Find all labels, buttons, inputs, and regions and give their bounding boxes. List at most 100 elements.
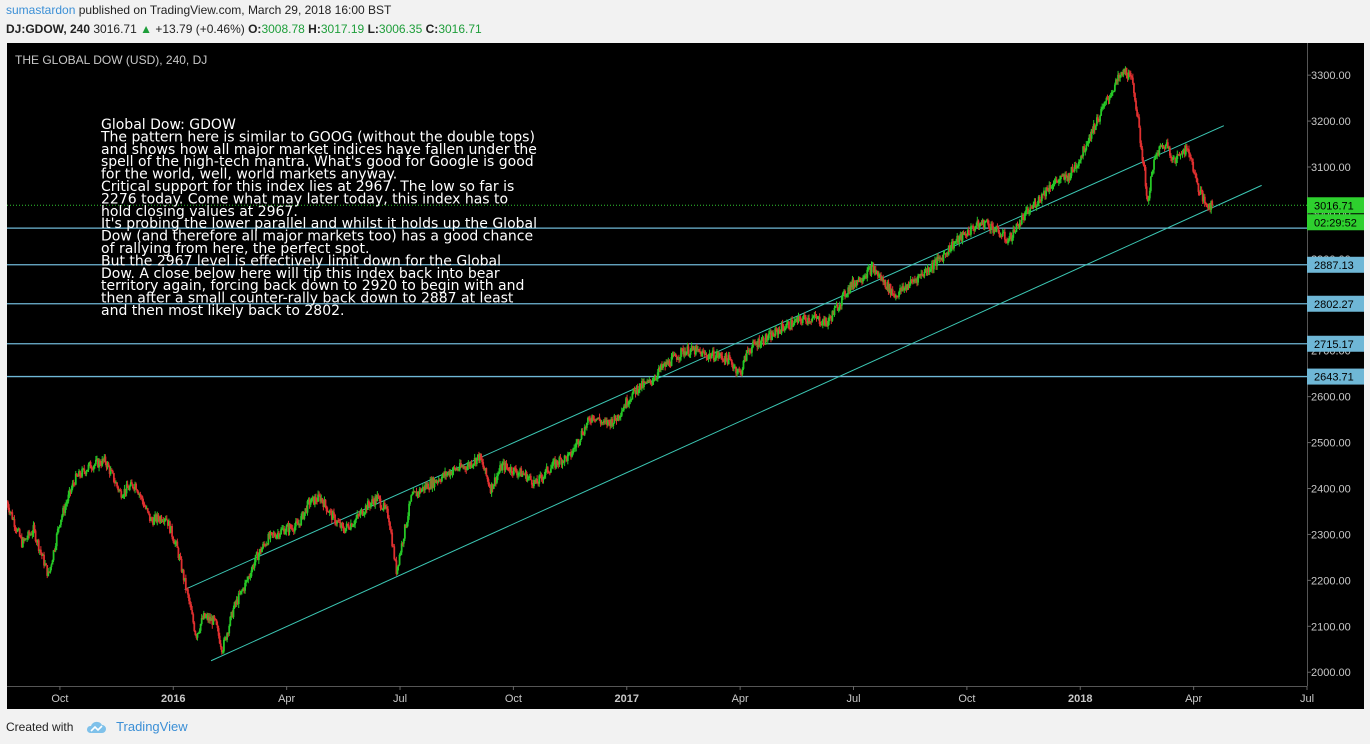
candle-body (381, 509, 384, 511)
candle-body (1206, 203, 1208, 207)
candle-body (309, 502, 312, 505)
candle-body (769, 332, 771, 334)
candle-body (1061, 175, 1063, 177)
candle-body (166, 520, 169, 526)
candle-body (687, 346, 690, 356)
candle-body (577, 439, 580, 445)
candle-body (346, 523, 349, 526)
candle-body (265, 543, 268, 546)
candle-body (966, 230, 969, 236)
candle-body (1192, 161, 1195, 172)
candle-body (209, 616, 212, 621)
candle-body (690, 346, 693, 350)
candle-body (1000, 235, 1003, 237)
candle-body (674, 353, 677, 357)
candle-body (15, 529, 18, 532)
last-price-label: 3016.71 (1314, 200, 1354, 212)
candle-body (28, 531, 31, 536)
candle-body (666, 361, 669, 365)
candle-body (590, 421, 592, 423)
candle-body (423, 486, 425, 491)
candle-body (977, 220, 980, 229)
candle-body (754, 342, 757, 345)
candle-body (582, 434, 585, 436)
time-axis[interactable] (7, 686, 1307, 709)
candle-body (1183, 148, 1186, 155)
candle-body (1020, 216, 1023, 225)
candle-body (884, 280, 887, 288)
candle-body (534, 480, 536, 483)
candle-body (600, 422, 603, 424)
candle-body (1033, 201, 1036, 205)
candle-body (762, 337, 765, 344)
candle-body (506, 466, 509, 468)
candle-body (752, 341, 754, 348)
candle-body (734, 366, 736, 368)
candle-body (456, 468, 459, 470)
candle-body (612, 422, 615, 426)
candle-body (474, 458, 477, 465)
candle-body (1175, 158, 1178, 163)
candle-body (426, 483, 428, 488)
candle-body (1159, 145, 1162, 147)
x-tick-label: Apr (278, 693, 295, 705)
candle-body (230, 611, 233, 617)
candle-body (943, 253, 946, 255)
candle-body (678, 358, 680, 360)
x-tick-label: Oct (505, 693, 522, 705)
candle-body (221, 651, 224, 653)
candle-body (592, 415, 595, 420)
candle-body (970, 226, 972, 235)
candle-body (1193, 171, 1196, 174)
candle-body (796, 318, 799, 323)
candle-body (995, 225, 998, 232)
candle-body (871, 265, 874, 267)
candle-body (92, 466, 95, 470)
candle-body (1113, 84, 1116, 91)
candle-body (42, 554, 44, 556)
candle-body (790, 319, 792, 330)
candle-body (1173, 157, 1176, 159)
candle-body (1155, 155, 1158, 157)
candle-body (66, 501, 69, 504)
candle-body (11, 512, 14, 520)
candle-body (992, 226, 995, 233)
candle-body (944, 253, 947, 255)
candle-body (843, 290, 845, 293)
candle-body (478, 454, 480, 461)
price-axis[interactable] (1307, 43, 1364, 686)
symbol-label: DJ:GDOW, 240 (6, 22, 91, 36)
candle-body (826, 322, 828, 326)
candle-body (940, 257, 943, 259)
candle-body (595, 418, 598, 421)
candle-body (484, 468, 487, 471)
candle-body (414, 491, 417, 493)
author-link[interactable]: sumastardon (6, 3, 76, 17)
candle-body (949, 248, 952, 252)
candle-body (116, 482, 118, 487)
candle-body (605, 420, 607, 422)
candle-body (153, 517, 155, 525)
candle-body (855, 280, 858, 286)
candle-body (980, 223, 983, 225)
candle-body (83, 468, 86, 472)
candle-body (285, 526, 288, 532)
candle-body (465, 468, 468, 470)
candle-body (684, 351, 687, 356)
tradingview-link[interactable]: TradingView (116, 719, 188, 734)
price-chart[interactable]: 2000.00 2100.00 2200.00 2300.00 2400.00 2500.… (7, 43, 1364, 709)
level-price-tag (1307, 295, 1364, 312)
candle-body (719, 353, 722, 356)
candle-body (777, 329, 780, 335)
plot-area[interactable] (7, 43, 1307, 686)
candle-body (621, 409, 624, 412)
candle-body (275, 535, 278, 539)
candle-body (280, 529, 282, 535)
candle-body (488, 484, 491, 488)
candle-body (615, 420, 618, 422)
candle-body (1037, 196, 1040, 204)
candle-body (187, 589, 189, 595)
candle-body (220, 646, 223, 653)
price-change: +13.79 (+0.46%) (155, 22, 245, 36)
